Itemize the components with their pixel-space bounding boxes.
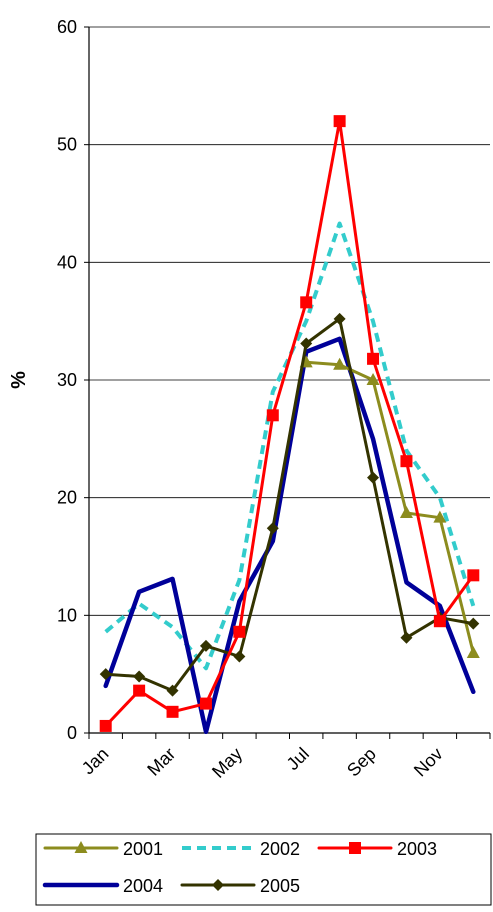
data-point-diamond [300,337,313,350]
gridlines [89,26,490,616]
legend: 2001 2002 2003 2004 2005 [35,833,492,906]
data-point-diamond [400,631,413,644]
data-point-square [333,115,346,128]
data-point-triangle [366,373,380,385]
data-point-triangle [433,510,447,523]
data-point-diamond [333,312,346,325]
axes: 0 10 20 30 40 50 60 Jan Mar May Jul Sep Nov% [8,17,491,782]
y-tick-label: 20 [57,488,77,508]
series-line-2002 [104,221,476,671]
series-line-2003 [104,119,475,728]
y-tick-label: 0 [67,723,77,743]
legend-item-2004: 2004 [42,876,163,896]
data-point-diamond [467,617,480,630]
x-tick-label: Jan [78,744,113,779]
legend-label: 2003 [397,839,437,859]
legend-label: 2004 [123,876,163,896]
legend-item-2001: 2001 [43,839,163,859]
x-tick-label: May [208,744,246,782]
x-tick-label: Mar [143,744,179,780]
data-point-diamond [199,639,212,652]
data-point-square [166,705,179,718]
series-line-2005 [104,317,475,693]
data-point-diamond [212,879,224,891]
data-point-square [233,625,246,638]
series-2002 [104,221,476,671]
series-lines [99,115,480,735]
data-point-triangle [399,505,413,518]
y-axis-label: % [8,371,30,389]
data-point-square [433,615,446,628]
series-line-2004 [103,336,476,735]
data-point-diamond [367,471,380,484]
data-point-triangle [466,645,480,658]
data-point-square [266,409,279,422]
legend-label: 2005 [260,876,300,896]
y-tick-label: 30 [57,370,77,390]
data-point-square [300,296,313,309]
data-point-diamond [266,522,279,535]
data-point-diamond [166,684,179,697]
legend-item-2005: 2005 [180,876,300,896]
x-tick-label: Nov [410,744,447,781]
legend-label: 2001 [123,839,163,859]
data-point-triangle [74,841,88,853]
legend-box [35,833,492,906]
y-tick-label: 40 [57,252,77,272]
series-2003 [99,115,480,732]
data-point-square [349,842,361,854]
data-point-square [99,719,112,732]
series-2001 [299,355,480,658]
data-point-square [133,684,146,697]
data-point-square [367,352,380,365]
y-tick-label: 10 [57,605,77,625]
data-point-diamond [233,650,246,663]
legend-item-2003: 2003 [317,839,437,859]
y-tick-label: 60 [57,17,77,37]
data-point-square [400,455,413,468]
series-2004 [103,336,476,735]
legend-label: 2002 [260,839,300,859]
data-point-triangle [333,357,347,370]
series-line-2001 [304,360,475,655]
x-tick-label: Jul [283,744,313,774]
series-2005 [99,312,480,697]
data-point-square [199,697,212,710]
x-tick-label: Sep [343,744,380,781]
y-tick-label: 50 [57,135,77,155]
data-point-diamond [99,668,112,681]
data-point-square [467,569,480,582]
data-point-diamond [133,670,146,683]
legend-item-2002: 2002 [182,839,300,859]
